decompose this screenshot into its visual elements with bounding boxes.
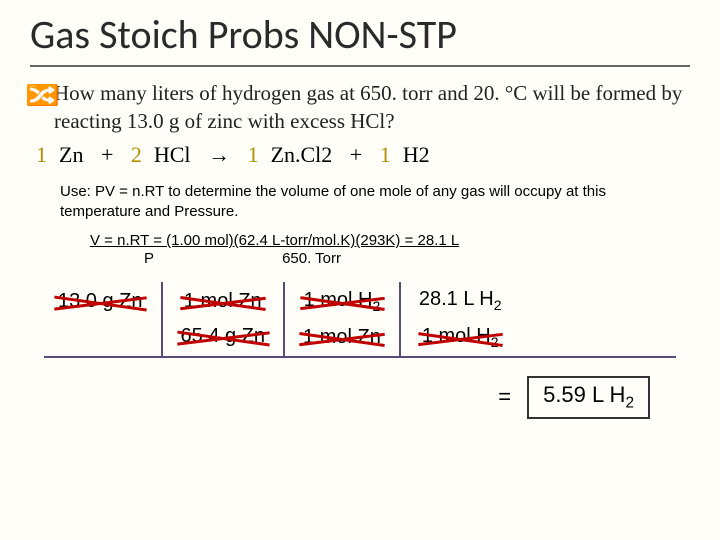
title-underline [30,65,690,67]
slide: Gas Stoich Probs NON-STP 🔀 How many lite… [0,0,720,540]
plus-1: + [95,142,119,167]
calc-p-label: P [144,250,154,267]
dim-cell-b: 1 mol Zn 65.4 g Zn [165,282,282,356]
dim-c-bot: 1 mol Zn [303,320,381,355]
equals-sign: = [498,384,511,410]
dim-d-bot: 1 mol H2 [422,319,499,356]
product-h2: H2 [397,142,436,167]
reactant-hcl: HCl [148,142,197,167]
divider-icon [283,282,285,356]
use-text: Use: PV = n.RT to determine the volume o… [30,182,690,223]
dim-a-top: 13.0 g Zn [58,284,143,319]
coef-1: 1 [30,142,53,167]
plus-2: + [344,142,368,167]
dim-c-top: 1 mol H2 [304,283,381,320]
coef-3: 1 [242,142,265,167]
volume-calculation: V = n.RT = (1.00 mol)(62.4 L-torr/mol.K)… [30,232,690,268]
product-zncl2: Zn.Cl2 [265,142,339,167]
dim-cell-d: 28.1 L H2 1 mol H2 [403,282,518,356]
dim-b-bot: 65.4 g Zn [181,319,266,354]
arrow-icon: → [202,142,236,167]
dim-d-top: 28.1 L H2 [419,282,502,319]
problem-block: 🔀 How many liters of hydrogen gas at 650… [30,79,690,136]
divider-icon [161,282,163,356]
answer-row: = 5.59 L H2 [30,376,690,418]
calc-denominator: 650. Torr [282,250,341,267]
bullet-icon: 🔀 [25,83,60,110]
dim-b-top: 1 mol Zn [184,284,262,319]
divider-icon [399,282,401,356]
reactant-zn: Zn [53,142,89,167]
dim-cell-a: 13.0 g Zn . [42,282,159,356]
equation-line: 1Zn + 2HCl → 1Zn.Cl2 + 1H2 [30,142,690,168]
calc-numerator: V = n.RT = (1.00 mol)(62.4 L-torr/mol.K)… [90,232,459,249]
dimensional-analysis-row: 13.0 g Zn . 1 mol Zn 65.4 g Zn 1 mol H2 … [30,282,690,356]
dim-cell-c: 1 mol H2 1 mol Zn [287,282,397,356]
page-title: Gas Stoich Probs NON-STP [30,10,690,63]
coef-4: 1 [374,142,397,167]
dim-underline [44,356,676,358]
coef-2: 2 [125,142,148,167]
answer-box: 5.59 L H2 [527,376,650,418]
problem-text: How many liters of hydrogen gas at 650. … [54,81,682,133]
